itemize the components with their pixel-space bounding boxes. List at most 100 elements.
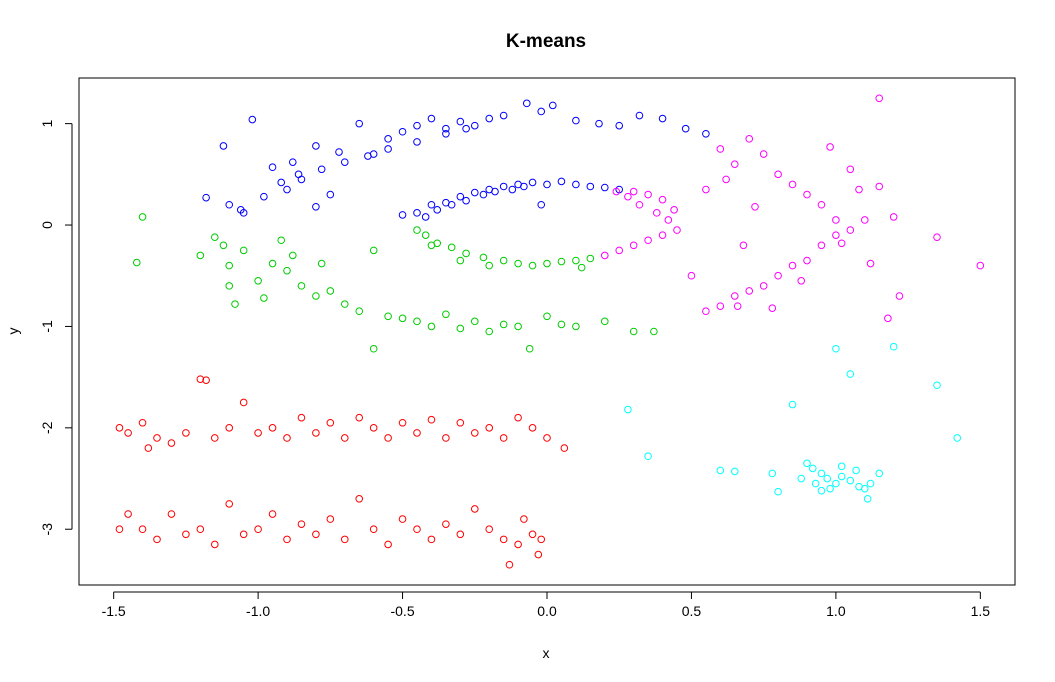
plot-frame bbox=[78, 77, 1016, 586]
data-point bbox=[528, 424, 537, 432]
data-point bbox=[297, 413, 306, 422]
data-point bbox=[427, 415, 436, 424]
data-point bbox=[733, 302, 742, 310]
cluster-4 bbox=[115, 375, 569, 569]
data-point bbox=[537, 200, 546, 209]
data-point bbox=[837, 472, 846, 481]
data-point bbox=[254, 277, 262, 285]
data-point bbox=[629, 187, 638, 196]
data-point bbox=[384, 434, 392, 442]
y-axis-label: y bbox=[5, 328, 21, 335]
data-point bbox=[413, 429, 421, 437]
data-point bbox=[817, 486, 826, 495]
data-point bbox=[413, 525, 421, 534]
data-point bbox=[340, 300, 349, 308]
data-point bbox=[933, 233, 941, 241]
data-point bbox=[537, 535, 546, 544]
data-point bbox=[846, 165, 855, 174]
data-point bbox=[442, 520, 450, 528]
data-point bbox=[774, 170, 782, 179]
data-point bbox=[534, 550, 543, 559]
data-point bbox=[456, 324, 465, 333]
data-point bbox=[624, 192, 632, 201]
data-point bbox=[283, 535, 291, 544]
data-point bbox=[355, 119, 364, 128]
data-point bbox=[433, 206, 442, 214]
y-tick-label: 1 bbox=[39, 120, 55, 128]
data-point bbox=[277, 236, 286, 245]
data-point bbox=[427, 114, 436, 123]
data-point bbox=[369, 424, 378, 432]
data-point bbox=[788, 400, 797, 409]
data-point bbox=[427, 322, 436, 331]
data-point bbox=[635, 200, 644, 209]
x-tick-label: -0.5 bbox=[390, 603, 414, 619]
data-point bbox=[658, 114, 667, 123]
data-point bbox=[239, 530, 248, 539]
data-point bbox=[629, 327, 638, 336]
data-point bbox=[153, 535, 161, 544]
data-point bbox=[722, 175, 730, 184]
data-point bbox=[236, 206, 245, 214]
data-point bbox=[355, 495, 364, 503]
data-point bbox=[297, 520, 306, 528]
data-point bbox=[283, 266, 291, 275]
data-point bbox=[595, 119, 603, 128]
data-point bbox=[716, 302, 725, 310]
data-point bbox=[577, 263, 586, 272]
data-point bbox=[479, 190, 488, 199]
data-point bbox=[254, 429, 262, 437]
data-point bbox=[268, 163, 277, 172]
data-point bbox=[600, 251, 609, 260]
data-point bbox=[260, 294, 268, 302]
data-point bbox=[751, 202, 759, 211]
data-point bbox=[442, 434, 450, 442]
y-axis: -3 -2 -1 0 1 bbox=[39, 120, 73, 536]
data-point bbox=[182, 429, 190, 437]
data-point bbox=[413, 209, 421, 217]
data-point bbox=[658, 231, 667, 239]
data-point bbox=[759, 282, 768, 290]
data-point bbox=[268, 510, 277, 518]
data-point bbox=[702, 129, 710, 138]
data-point bbox=[586, 254, 595, 263]
x-tick-label: -1.5 bbox=[102, 603, 126, 619]
data-point bbox=[340, 434, 349, 442]
data-point bbox=[196, 525, 205, 534]
data-point bbox=[702, 307, 710, 316]
data-point bbox=[629, 241, 638, 250]
data-point bbox=[702, 185, 710, 194]
data-point bbox=[326, 190, 335, 199]
data-point bbox=[745, 287, 754, 295]
data-point bbox=[485, 261, 494, 270]
data-point bbox=[297, 282, 306, 290]
data-point bbox=[730, 467, 739, 476]
data-point bbox=[650, 327, 658, 336]
data-point bbox=[479, 253, 488, 262]
data-point bbox=[525, 344, 534, 353]
data-point bbox=[182, 530, 190, 539]
data-point bbox=[470, 317, 479, 326]
data-point bbox=[470, 121, 479, 130]
data-point bbox=[514, 413, 522, 422]
data-point bbox=[317, 165, 326, 174]
data-point bbox=[499, 256, 508, 265]
data-point bbox=[499, 182, 508, 191]
data-point bbox=[248, 115, 257, 124]
y-tick-label: -3 bbox=[39, 523, 55, 536]
data-point bbox=[462, 124, 470, 133]
data-point bbox=[933, 381, 941, 390]
data-point bbox=[124, 429, 132, 437]
data-point bbox=[875, 182, 884, 191]
data-point bbox=[317, 259, 326, 268]
data-point bbox=[557, 257, 566, 266]
data-point bbox=[413, 226, 421, 234]
data-point bbox=[456, 192, 465, 201]
data-point bbox=[210, 540, 219, 549]
data-point bbox=[326, 418, 335, 427]
data-point bbox=[254, 525, 262, 534]
data-point bbox=[543, 434, 551, 442]
data-point bbox=[268, 259, 277, 268]
data-point bbox=[846, 226, 855, 234]
